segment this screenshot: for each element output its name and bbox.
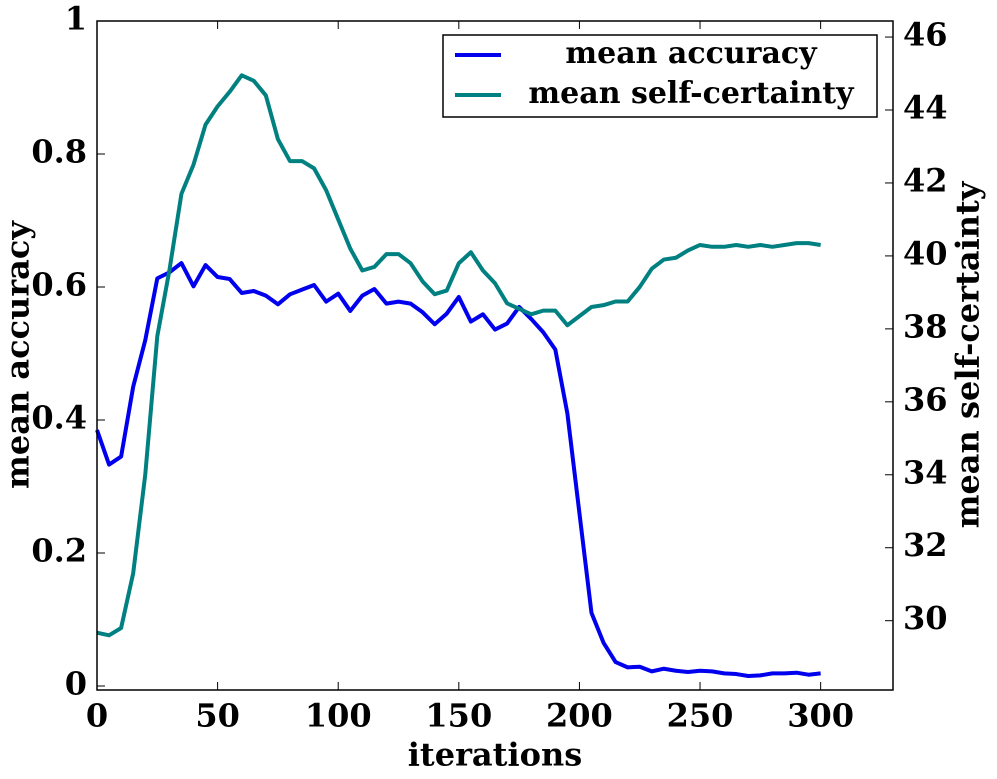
y2-tick-label: 34 <box>903 453 948 491</box>
y2-axis-label: mean self-certainty <box>949 180 987 528</box>
y2-tick-label: 46 <box>903 16 948 54</box>
x-tick-label: 50 <box>195 697 240 735</box>
y2-tick-label: 40 <box>903 234 948 272</box>
x-tick-label: 100 <box>305 697 372 735</box>
legend-label: mean self-certainty <box>528 76 855 111</box>
y-axis-label: mean accuracy <box>0 220 37 489</box>
plot-frame <box>96 20 894 691</box>
y2-tick-label: 32 <box>903 526 948 564</box>
y2-tick-label: 42 <box>903 161 948 199</box>
y2-tick-label: 44 <box>903 89 948 127</box>
x-tick-label: 150 <box>425 697 492 735</box>
y-tick-label: 0.2 <box>31 532 87 570</box>
x-tick-label: 300 <box>787 697 854 735</box>
y-tick-label: 0.6 <box>31 266 87 304</box>
line-series <box>95 261 821 679</box>
y2-tick-label: 36 <box>903 380 948 418</box>
y2-tick-label: 38 <box>903 307 948 345</box>
y-tick-label: 0 <box>65 665 87 703</box>
legend-box <box>442 34 878 118</box>
legend-label: mean accuracy <box>565 36 818 71</box>
x-axis-label: iterations <box>408 736 582 774</box>
y2-tick-label: 30 <box>903 599 948 637</box>
line-series <box>96 73 821 638</box>
x-tick-label: 0 <box>86 697 108 735</box>
y-tick-label: 0.8 <box>31 133 87 171</box>
y-tick-label: 1 <box>65 0 87 38</box>
x-tick-label: 250 <box>667 697 734 735</box>
y-tick-label: 0.4 <box>31 399 87 437</box>
x-tick-label: 200 <box>546 697 613 735</box>
